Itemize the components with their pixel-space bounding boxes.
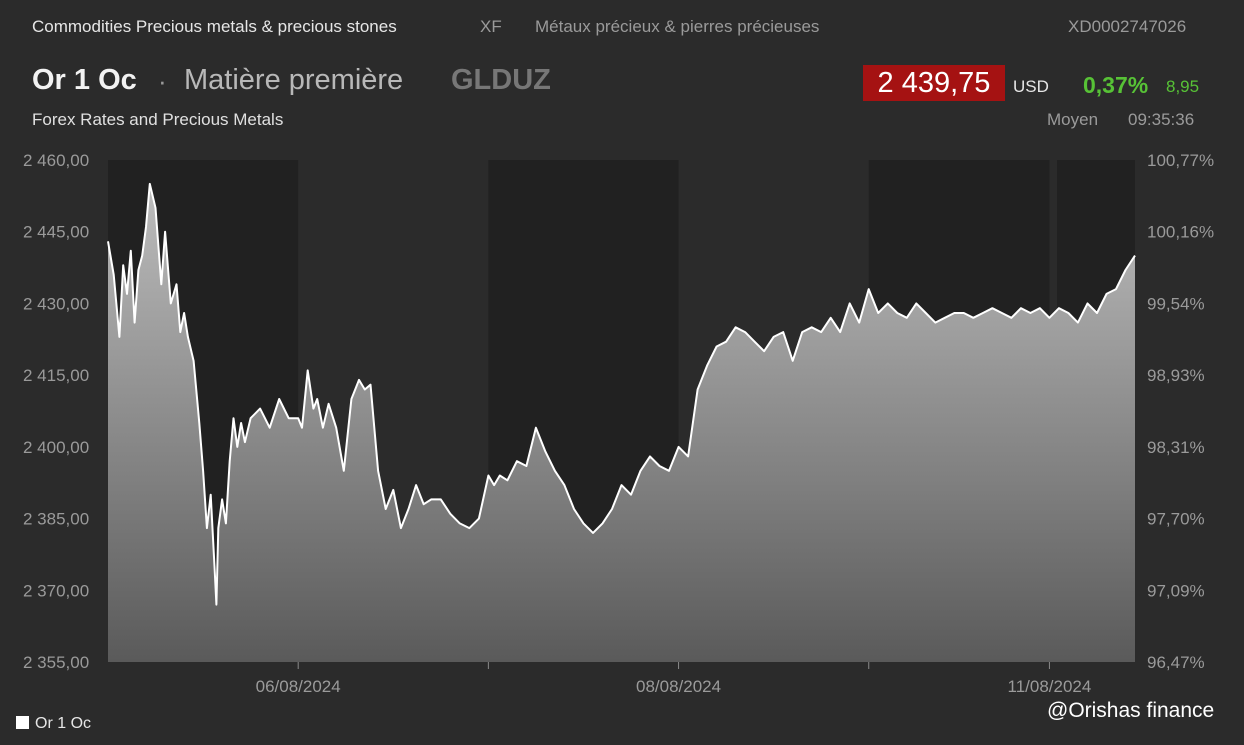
currency-label: USD: [1013, 77, 1049, 96]
price-area: [108, 183, 1135, 662]
y-tick-label: 2 370,00: [23, 581, 89, 600]
isin-label: XD0002747026: [1068, 17, 1187, 36]
legend-label: Or 1 Oc: [35, 715, 92, 732]
change-absolute: 8,95: [1166, 77, 1200, 96]
y-tick-label-right: 96,47%: [1147, 653, 1205, 672]
y-tick-label-right: 97,70%: [1147, 510, 1205, 529]
chart-legend[interactable]: Or 1 Oc: [16, 715, 91, 733]
y-tick-label-right: 98,31%: [1147, 438, 1205, 457]
y-tick-label-right: 98,93%: [1147, 366, 1205, 385]
y-tick-label-right: 99,54%: [1147, 294, 1205, 313]
quote-type: Moyen: [1047, 110, 1099, 129]
instrument-type: Matière première: [184, 64, 404, 96]
x-tick-label: 08/08/2024: [636, 677, 721, 696]
category-label: Commodities Precious metals & precious s…: [32, 17, 397, 36]
y-tick-label: 2 460,00: [23, 151, 89, 170]
price-badge: 2 439,75: [863, 65, 1005, 101]
category-fr-label: Métaux précieux & pierres précieuses: [535, 17, 820, 36]
y-tick-label: 2 430,00: [23, 294, 89, 313]
y-tick-label: 2 385,00: [23, 510, 89, 529]
price-line: [107, 182, 1136, 606]
y-tick-label-right: 100,16%: [1147, 223, 1214, 242]
quote-time: 09:35:36: [1128, 110, 1195, 129]
instrument-ticker: GLDUZ: [451, 64, 551, 96]
y-tick-label-right: 97,09%: [1147, 581, 1205, 600]
y-tick-label: 2 415,00: [23, 366, 89, 385]
watermark: @Orishas finance: [1047, 699, 1215, 722]
y-tick-label: 2 355,00: [23, 653, 89, 672]
y-tick-label: 2 400,00: [23, 438, 89, 457]
y-tick-label: 2 445,00: [23, 223, 89, 242]
exchange-label: XF: [480, 17, 502, 36]
x-tick-label: 06/08/2024: [256, 677, 341, 696]
instrument-name: Or 1 Oc: [32, 64, 137, 96]
x-tick-label: 11/08/2024: [1008, 677, 1092, 696]
y-tick-label-right: 100,77%: [1147, 151, 1214, 170]
title-separator: ·: [158, 66, 167, 96]
change-percent: 0,37%: [1083, 72, 1149, 98]
legend-swatch: [16, 716, 29, 729]
market-subtitle: Forex Rates and Precious Metals: [32, 110, 284, 129]
